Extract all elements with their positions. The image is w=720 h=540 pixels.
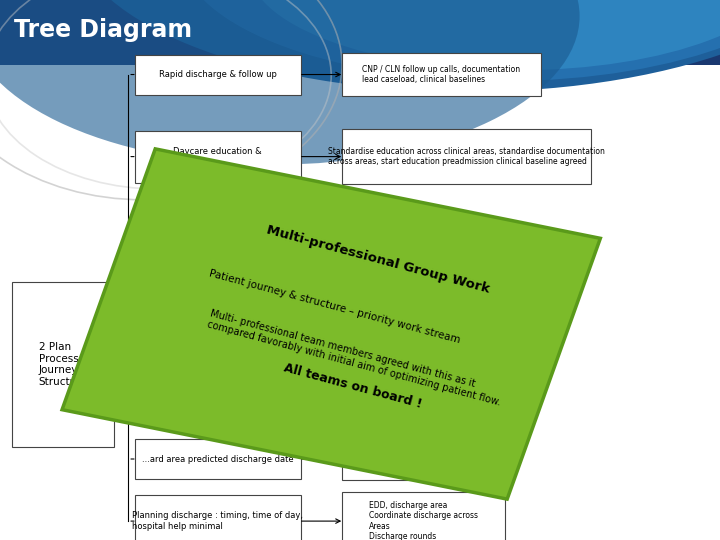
Text: EDD, discharge area
Coordinate discharge across
Areas
Discharge rounds: EDD, discharge area Coordinate discharge… [369, 501, 478, 540]
Text: Patient journey & structure – priority work stream: Patient journey & structure – priority w… [207, 268, 461, 345]
FancyBboxPatch shape [135, 375, 301, 415]
FancyBboxPatch shape [342, 374, 505, 416]
Text: CNP / CLN follow up calls, documentation
lead caseload, clinical baselines: CNP / CLN follow up calls, documentation… [362, 65, 521, 84]
FancyBboxPatch shape [135, 220, 301, 260]
Text: ...ard area: ...ard area [196, 391, 240, 400]
Text: Rapid discharge & follow up: Rapid discharge & follow up [159, 70, 276, 79]
FancyBboxPatch shape [342, 130, 591, 184]
Text: EDD, staff & families
Whiteboard, electronic systems: EDD, staff & families Whiteboard, electr… [363, 449, 484, 469]
Text: Multi- professional team members agreed with this as it
compared favorably with : Multi- professional team members agreed … [206, 308, 505, 408]
Text: Standardise education across clinical areas, standardise documentation
across ar: Standardise education across clinical ar… [328, 147, 605, 166]
FancyBboxPatch shape [342, 438, 505, 480]
Text: 2 Plan
Process
Journey
Structure: 2 Plan Process Journey Structure [39, 342, 87, 387]
Text: Tree Diagram: Tree Diagram [14, 18, 192, 42]
Ellipse shape [0, 0, 580, 165]
Text: All teams on board !: All teams on board ! [282, 361, 423, 411]
Text: Education of families
Discharge medication standardised: Education of families Discharge medicati… [355, 386, 492, 405]
Text: Daycare education &
discharge: Daycare education & discharge [174, 147, 262, 166]
FancyBboxPatch shape [0, 0, 720, 65]
FancyBboxPatch shape [135, 55, 301, 94]
Polygon shape [62, 149, 600, 499]
Text: Multi-professional Group Work: Multi-professional Group Work [265, 223, 491, 295]
FancyBboxPatch shape [135, 131, 301, 183]
Ellipse shape [180, 0, 720, 81]
FancyBboxPatch shape [135, 439, 301, 479]
Ellipse shape [72, 0, 720, 92]
FancyBboxPatch shape [135, 495, 301, 540]
Text: CICU prep for discharge to the w...: CICU prep for discharge to the w... [145, 236, 290, 245]
FancyBboxPatch shape [12, 282, 114, 447]
Text: Planning discharge : timing, time of day,
hospital help minimal: Planning discharge : timing, time of day… [132, 511, 303, 531]
FancyBboxPatch shape [342, 53, 541, 96]
FancyBboxPatch shape [342, 492, 505, 540]
FancyBboxPatch shape [135, 301, 301, 341]
Ellipse shape [248, 0, 720, 70]
Text: Comm...: Comm... [200, 317, 235, 326]
Text: ...ard area predicted discharge date: ...ard area predicted discharge date [142, 455, 294, 463]
